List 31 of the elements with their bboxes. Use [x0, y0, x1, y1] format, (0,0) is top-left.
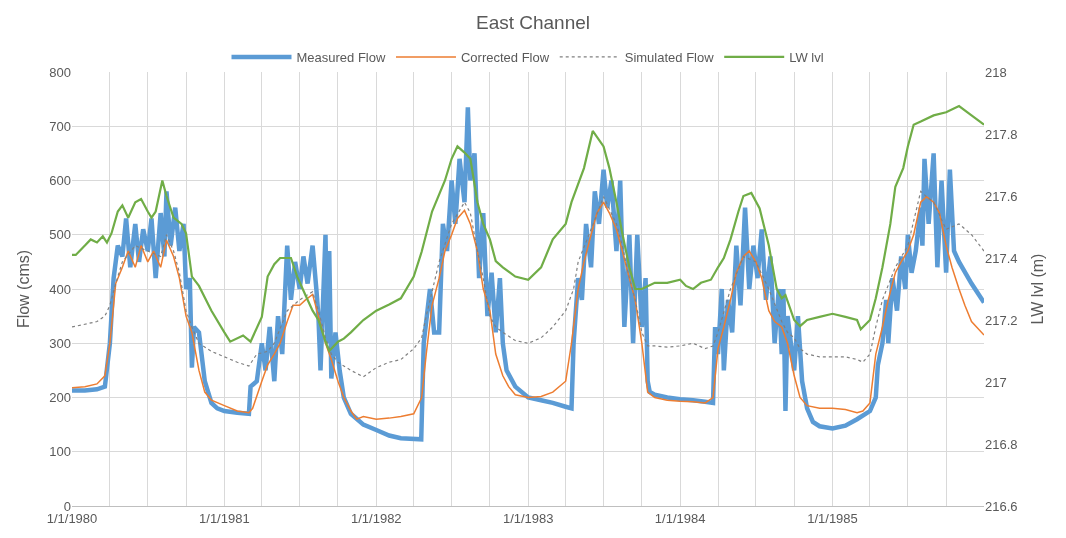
- y-tick-label: 700: [49, 118, 71, 134]
- y2-tick-label: 217.8: [985, 126, 1018, 142]
- y2-tick-label: 217.4: [985, 250, 1018, 266]
- y-tick-label: 200: [49, 390, 71, 406]
- line-series: [72, 190, 984, 378]
- line-series: [72, 196, 984, 420]
- y2-tick-label: 216.8: [985, 436, 1018, 452]
- line-series: [72, 105, 984, 353]
- legend-label: Simulated Flow: [624, 50, 715, 66]
- x-tick-label: 1/1/1985: [807, 510, 858, 526]
- y-tick-label: 100: [49, 444, 71, 460]
- y2-tick-label: 217.2: [985, 312, 1018, 328]
- y2-tick-label: 217: [985, 374, 1007, 390]
- y-tick-label: 500: [49, 227, 71, 243]
- y-tick-label: 400: [49, 281, 71, 297]
- legend-label: Corrected Flow: [460, 50, 550, 66]
- y-tick-label: 800: [49, 64, 71, 80]
- x-tick-label: 1/1/1983: [502, 510, 554, 526]
- y2-tick-label: 218: [985, 64, 1007, 80]
- y-axis-title: Flow (cms): [15, 249, 33, 329]
- y2-axis-title: LW lvl (m): [1029, 253, 1047, 325]
- chart-title: East Channel: [475, 12, 591, 34]
- y-tick-label: 300: [49, 335, 71, 351]
- x-tick-label: 1/1/1981: [199, 510, 250, 526]
- x-tick-label: 1/1/1984: [654, 510, 706, 526]
- y-tick-label: 600: [49, 173, 71, 189]
- legend-label: Measured Flow: [296, 50, 386, 66]
- y2-tick-label: 216.6: [985, 498, 1018, 514]
- y2-tick-label: 217.6: [985, 188, 1018, 204]
- legend-label: LW lvl: [789, 50, 824, 66]
- x-tick-label: 1/1/1982: [350, 510, 402, 526]
